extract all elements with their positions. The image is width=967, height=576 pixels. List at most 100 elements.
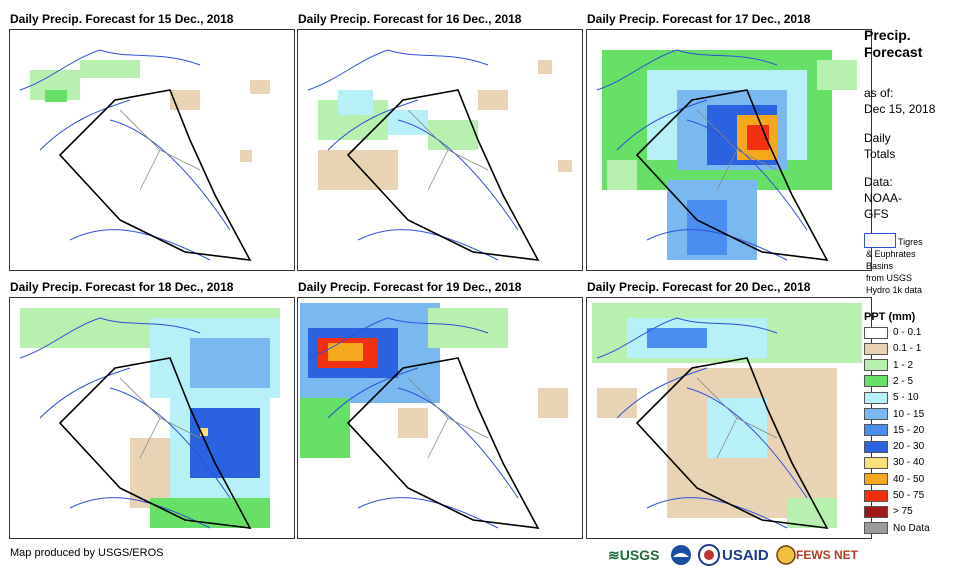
legend-label: 2 - 5 xyxy=(893,375,914,387)
legend-swatch xyxy=(864,473,888,486)
legend-item: > 75 xyxy=(864,504,913,519)
panel-title-dec17: Daily Precip. Forecast for 17 Dec., 2018 xyxy=(587,12,811,26)
boundary-lines xyxy=(307,317,540,529)
legend-swatch xyxy=(864,424,888,437)
legend-swatch xyxy=(864,326,888,339)
precip-cells xyxy=(300,303,568,458)
panel-title-dec16: Daily Precip. Forecast for 16 Dec., 2018 xyxy=(298,12,522,26)
basin-line4: from USGS xyxy=(866,273,913,283)
totals-line2: Totals xyxy=(864,147,896,161)
precip-cells xyxy=(318,60,572,190)
legend-label: 10 - 15 xyxy=(893,408,925,420)
legend-swatch xyxy=(864,408,888,420)
legend-label: 5 - 10 xyxy=(893,392,919,404)
legend-item: 20 - 30 xyxy=(864,439,924,454)
legend-item: 50 - 75 xyxy=(864,488,924,503)
usaid-seal-icon xyxy=(698,544,720,566)
precip-cells xyxy=(602,50,857,260)
data-label: Data: xyxy=(864,175,893,189)
fews-net-icon xyxy=(776,545,796,565)
precip-cells xyxy=(20,308,280,528)
fews-net-label: FEWS NET xyxy=(796,548,858,562)
basin-line5: Hydro 1k data xyxy=(866,285,923,295)
usgs-logo: ≋USGS xyxy=(608,546,660,563)
map-panel-dec16 xyxy=(297,29,583,271)
panel-title-dec18: Daily Precip. Forecast for 18 Dec., 2018 xyxy=(10,280,234,294)
legend-item: 30 - 40 xyxy=(864,455,924,470)
precip-cells xyxy=(30,60,270,162)
asof-block: as of: Dec 15, 2018 xyxy=(864,85,935,117)
side-title: Precip. Forecast xyxy=(864,27,922,61)
data-source2: GFS xyxy=(864,207,889,221)
panel-title-dec20: Daily Precip. Forecast for 20 Dec., 2018 xyxy=(587,280,811,294)
precip-map-dec20 xyxy=(592,303,862,529)
legend-label: 0 - 0.1 xyxy=(893,327,922,338)
legend-item: 2 - 5 xyxy=(864,374,913,389)
legend-item: 0 - 0.1 xyxy=(864,325,921,340)
side-title-line1: Precip. xyxy=(864,27,911,43)
boundary-lines xyxy=(19,49,252,261)
basin-legend-text: Tigres & Euphrates Basins from USGS Hydr… xyxy=(864,236,964,296)
legend-item: 0.1 - 1 xyxy=(864,341,921,356)
legend-swatch xyxy=(864,440,888,453)
usaid-seal xyxy=(698,543,720,567)
map-panel-dec19 xyxy=(297,297,583,539)
legend-label: 40 - 50 xyxy=(893,473,925,485)
legend-swatch xyxy=(864,391,888,404)
side-title-line2: Forecast xyxy=(864,44,923,60)
map-panel-dec18 xyxy=(9,297,295,539)
legend-label: No Data xyxy=(893,522,930,534)
basin-legend-swatch xyxy=(864,233,896,248)
legend-label: 50 - 75 xyxy=(893,490,925,501)
precip-map-dec15 xyxy=(19,49,270,261)
asof-label: as of: xyxy=(864,86,894,100)
map-panel-dec17 xyxy=(586,29,872,271)
legend-swatch xyxy=(864,456,888,469)
precip-cells xyxy=(592,303,862,528)
legend-label: 0.1 - 1 xyxy=(893,343,922,355)
legend-item: 40 - 50 xyxy=(864,472,924,487)
legend-swatch xyxy=(864,359,888,372)
legend-label: 1 - 2 xyxy=(893,359,914,371)
map-panel-dec20 xyxy=(586,297,872,539)
panel-title-dec15: Daily Precip. Forecast for 15 Dec., 2018 xyxy=(10,12,234,26)
totals-line1: Daily xyxy=(864,131,891,145)
map-panel-dec15 xyxy=(9,29,295,271)
legend-title: PPT (mm) xyxy=(864,311,916,323)
basin-line3: Basins xyxy=(866,261,894,271)
precip-map-dec16 xyxy=(307,49,572,261)
legend-label: 20 - 30 xyxy=(893,441,925,453)
precip-map-dec19 xyxy=(300,303,568,529)
usaid-logo: USAID xyxy=(722,546,769,564)
legend-swatch xyxy=(864,342,888,355)
legend-swatch xyxy=(864,505,888,518)
legend-item: 1 - 2 xyxy=(864,358,913,373)
asof-date: Dec 15, 2018 xyxy=(864,102,936,116)
legend-swatch xyxy=(864,522,888,535)
legend-item: No Data xyxy=(864,521,930,536)
basin-line2: & Euphrates xyxy=(866,249,916,259)
totals-block: Daily Totals xyxy=(864,130,895,162)
noaa-logo xyxy=(670,543,692,567)
legend-label: 30 - 40 xyxy=(893,457,925,469)
boundary-lines xyxy=(596,49,829,261)
legend-swatch xyxy=(864,489,888,502)
legend-item: 5 - 10 xyxy=(864,390,919,405)
legend-item: 10 - 15 xyxy=(864,407,924,422)
noaa-icon xyxy=(671,545,691,565)
panel-title-dec19: Daily Precip. Forecast for 19 Dec., 2018 xyxy=(298,280,522,294)
boundary-lines xyxy=(19,317,252,529)
legend-swatch xyxy=(864,375,888,388)
legend-label: > 75 xyxy=(893,506,913,518)
precip-map-dec18 xyxy=(19,308,280,529)
map-credit: Map produced by USGS/EROS xyxy=(10,547,164,559)
legend-label: 15 - 20 xyxy=(893,424,925,436)
data-source-block: Data: NOAA- GFS xyxy=(864,174,902,222)
data-source1: NOAA- xyxy=(864,191,903,205)
precip-map-dec17 xyxy=(596,49,857,261)
boundary-lines xyxy=(596,317,829,529)
fews-net-logo: FEWS NET xyxy=(776,543,858,567)
boundary-lines xyxy=(307,49,540,261)
basin-line1: Tigres xyxy=(898,237,923,247)
legend-item: 15 - 20 xyxy=(864,423,924,438)
